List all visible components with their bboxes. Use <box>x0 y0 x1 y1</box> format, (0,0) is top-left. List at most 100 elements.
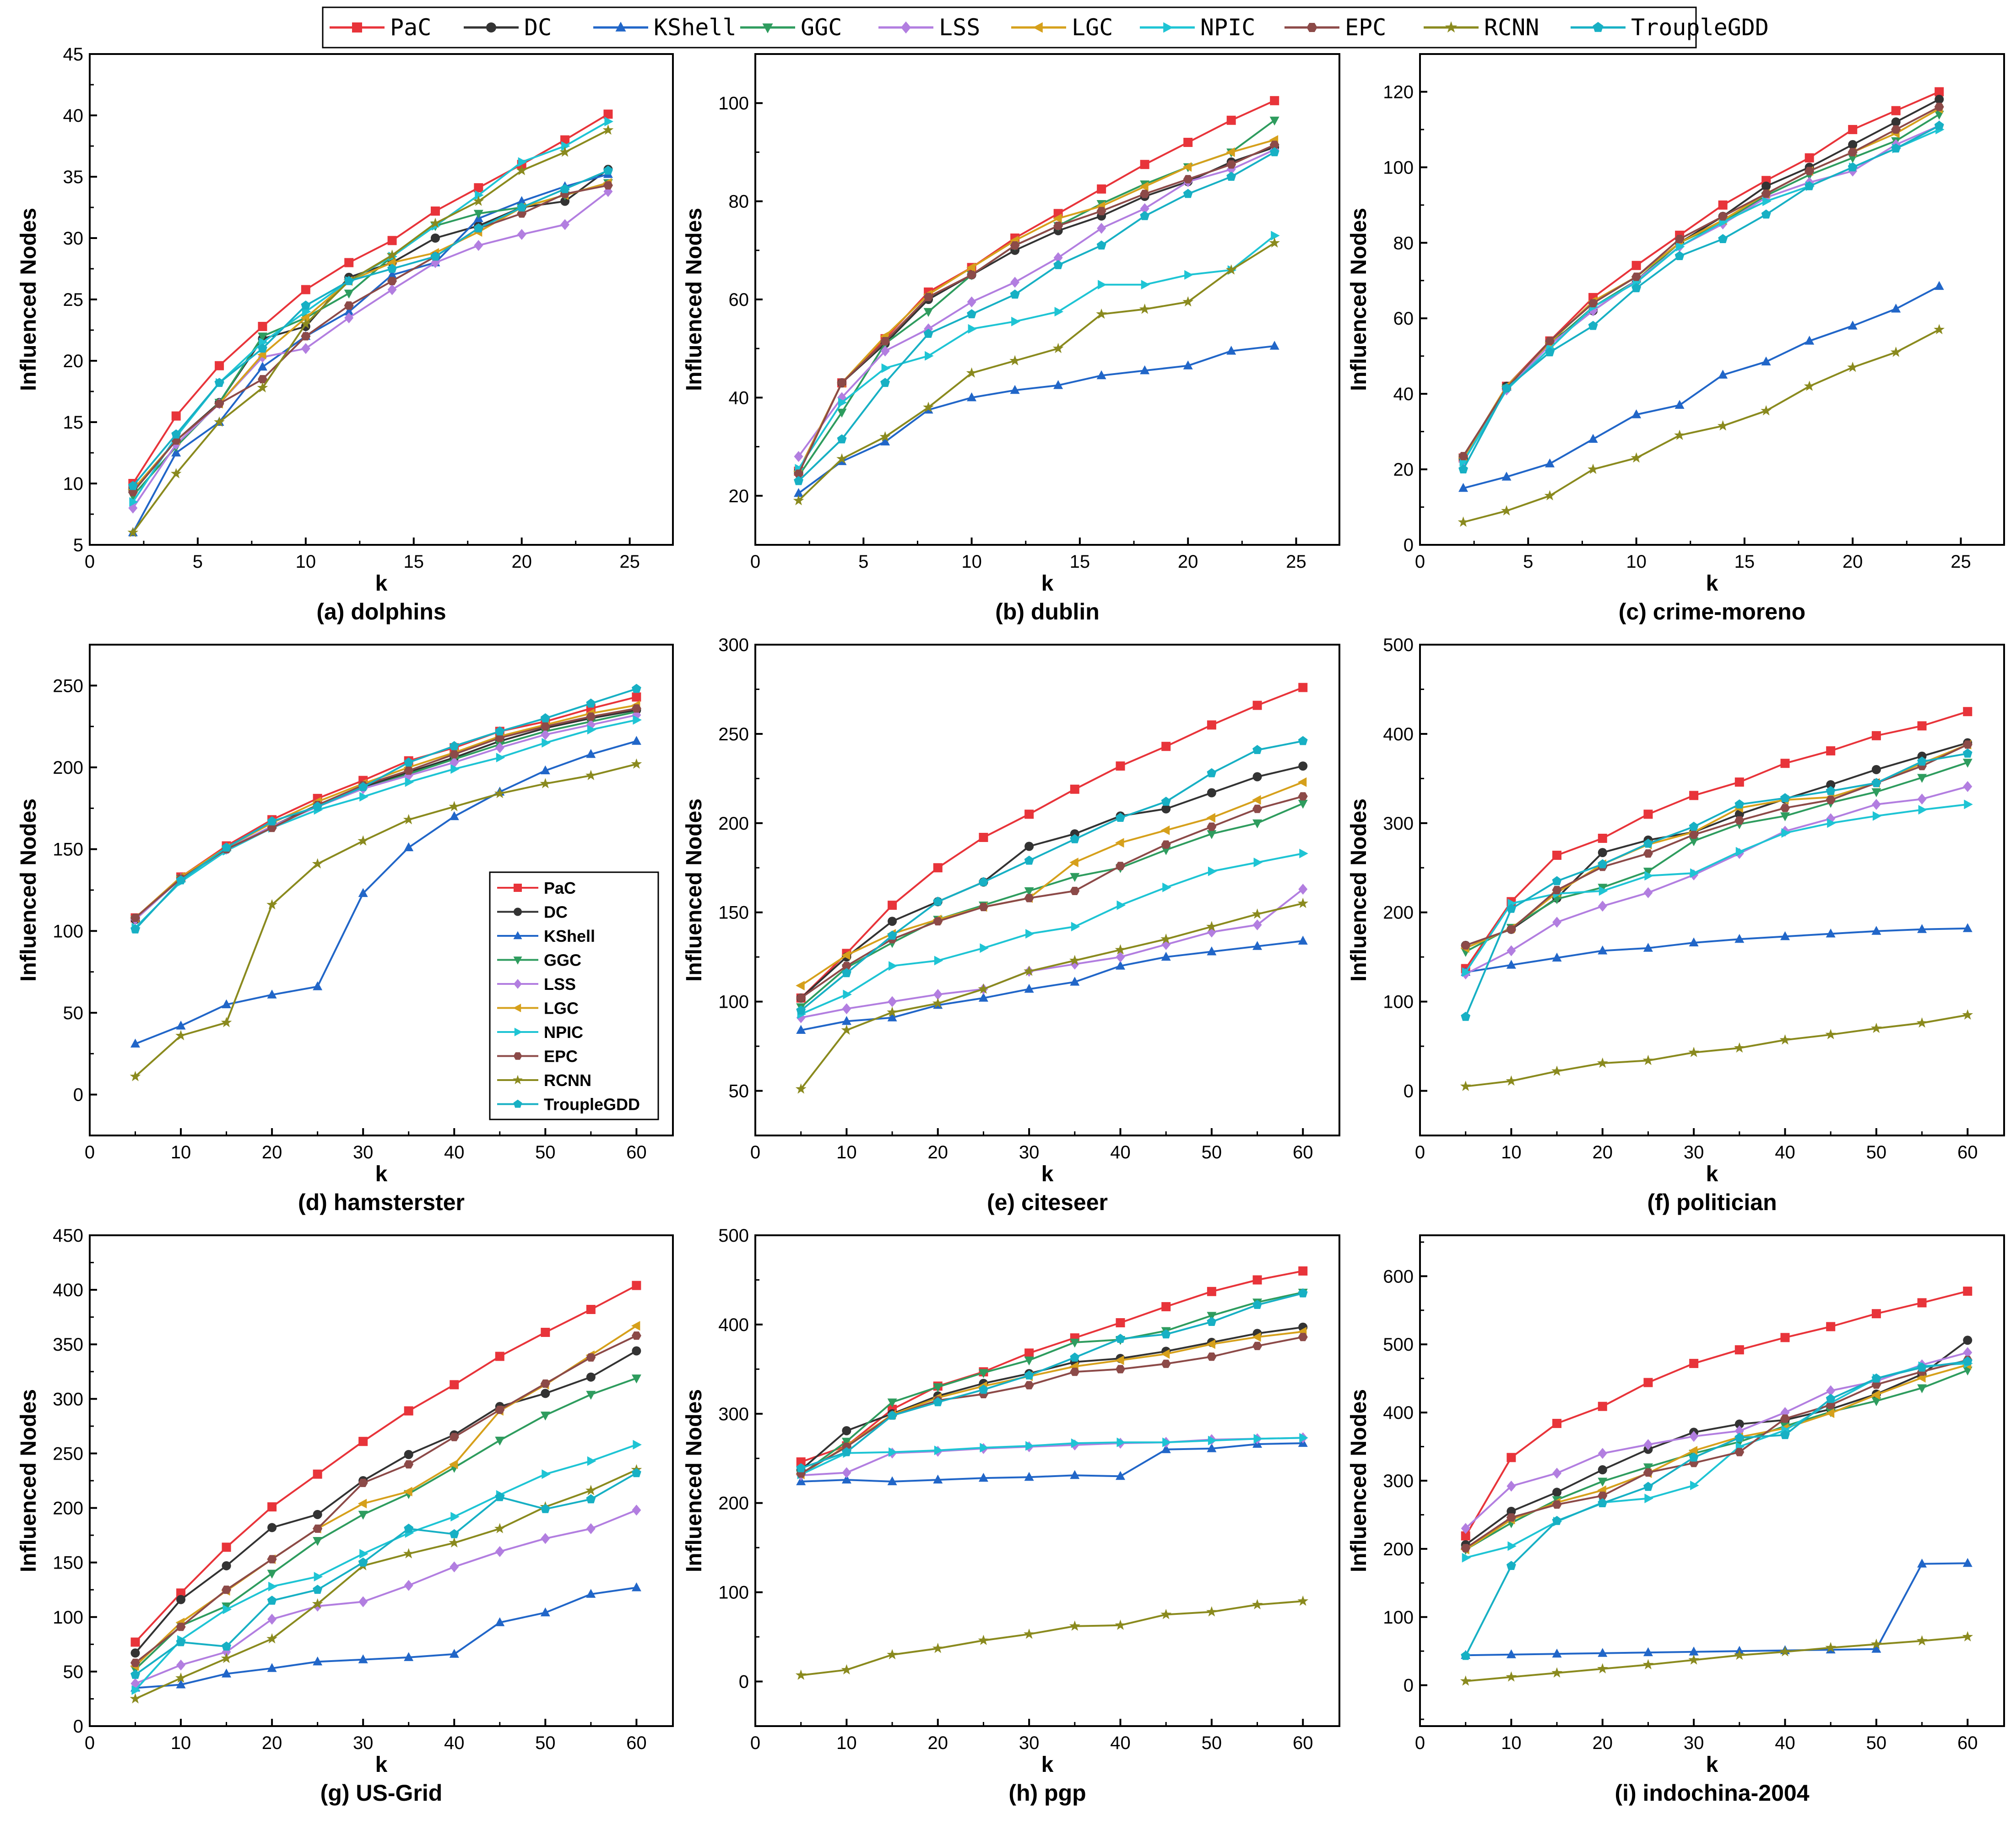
data-point-trouplegdd <box>1116 1334 1125 1343</box>
data-point-dc <box>541 1389 550 1398</box>
data-point-npic <box>1208 1435 1217 1445</box>
data-point-epc <box>1116 1365 1125 1374</box>
data-point-dc <box>1848 140 1858 149</box>
data-point-trouplegdd <box>837 434 847 444</box>
data-point-kshell <box>1501 472 1512 481</box>
data-point-epc <box>258 375 267 384</box>
data-point-kshell <box>1161 1444 1171 1453</box>
data-point-epc <box>130 1658 140 1667</box>
data-point-ggc <box>923 308 933 317</box>
legend-label-kshell: KShell <box>654 14 737 41</box>
inset-legend-marker-dc <box>514 907 522 916</box>
data-point-npic <box>604 116 613 126</box>
data-point-epc <box>404 1460 414 1469</box>
data-point-rcnn <box>1024 965 1035 976</box>
x-tick-label: 0 <box>750 1142 760 1162</box>
x-tick-label: 25 <box>619 552 640 572</box>
y-axis-label: Influenced Nodes <box>682 208 706 391</box>
legend-marker-epc <box>1306 23 1317 32</box>
data-point-kshell <box>358 888 368 897</box>
data-point-epc <box>1643 1468 1653 1477</box>
data-point-lgc <box>841 950 851 960</box>
data-point-ggc <box>1780 812 1790 821</box>
data-point-trouplegdd <box>1826 1394 1836 1403</box>
data-point-trouplegdd <box>1552 876 1562 885</box>
x-tick-label: 30 <box>1019 1142 1040 1162</box>
data-point-kshell <box>1598 1648 1608 1657</box>
data-point-pac <box>1252 1275 1262 1285</box>
data-point-rcnn <box>494 1523 505 1533</box>
data-point-lss <box>1097 223 1106 234</box>
data-point-rcnn <box>516 165 527 175</box>
data-point-epc <box>344 301 354 310</box>
inset-legend-label-trouplegdd: TroupleGDD <box>544 1095 640 1114</box>
data-point-lss <box>933 989 943 1000</box>
series-line-epc <box>1465 1359 1968 1549</box>
data-point-trouplegdd <box>176 875 186 885</box>
data-point-lss <box>1643 1439 1653 1450</box>
data-point-kshell <box>887 1012 897 1021</box>
data-point-trouplegdd <box>301 300 311 310</box>
data-point-lgc <box>358 1499 367 1509</box>
data-point-ggc <box>344 289 354 299</box>
data-point-rcnn <box>358 835 369 846</box>
data-point-trouplegdd <box>1252 745 1262 754</box>
legend-label-ggc: GGC <box>801 14 842 41</box>
data-point-rcnn <box>1024 1628 1035 1639</box>
x-axis-label: k <box>1041 571 1054 596</box>
data-point-rcnn <box>1871 1022 1882 1033</box>
series-line-epc <box>1462 106 1940 457</box>
data-point-rcnn <box>923 402 934 412</box>
data-point-rcnn <box>1734 1649 1745 1660</box>
x-axis-label: k <box>1706 1162 1718 1186</box>
data-point-npic <box>475 190 484 200</box>
data-point-pac <box>1963 1287 1973 1296</box>
data-point-rcnn <box>449 1537 460 1548</box>
data-point-epc <box>267 1555 277 1564</box>
data-point-epc <box>540 1379 550 1388</box>
data-point-trouplegdd <box>387 264 397 273</box>
series-line-kshell <box>801 1442 1303 1483</box>
data-point-epc <box>1053 222 1063 230</box>
data-point-epc <box>1805 167 1815 175</box>
x-axis-label: k <box>1706 571 1718 596</box>
x-tick-label: 5 <box>858 552 868 572</box>
series-line-pac <box>132 113 609 484</box>
data-point-epc <box>1734 1448 1745 1456</box>
x-axis-label: k <box>375 571 388 596</box>
data-point-epc <box>495 1406 505 1414</box>
data-point-epc <box>1934 103 1944 111</box>
series-line-kshell <box>1465 927 1968 973</box>
legend-marker-npic <box>1163 22 1173 33</box>
data-point-epc <box>1718 212 1728 221</box>
data-point-lss <box>541 1533 550 1544</box>
x-tick-label: 15 <box>1070 552 1090 572</box>
x-tick-label: 5 <box>193 552 203 572</box>
series-trouplegdd <box>794 147 1279 485</box>
y-tick-label: 40 <box>63 106 84 126</box>
data-point-rcnn <box>1871 1638 1882 1649</box>
data-point-npic <box>968 324 977 334</box>
series-line-rcnn <box>135 1469 637 1700</box>
series-line-npic <box>800 1437 1303 1476</box>
data-point-pac <box>632 1281 641 1290</box>
series-line-npic <box>135 719 637 929</box>
data-point-trouplegdd <box>1826 786 1836 795</box>
series-line-trouplegdd <box>1464 1360 1968 1657</box>
data-point-kshell <box>586 749 596 758</box>
legend-label-lgc: LGC <box>1072 14 1113 41</box>
data-point-rcnn <box>1506 1075 1517 1086</box>
legend-label-lss: LSS <box>939 14 980 41</box>
data-point-rcnn <box>1052 342 1064 353</box>
data-point-lss <box>1963 781 1973 792</box>
data-point-lgc <box>449 1459 458 1469</box>
data-point-dc <box>1024 842 1034 851</box>
series-line-ggc <box>800 803 1304 1008</box>
data-point-epc <box>222 1586 232 1594</box>
data-point-pac <box>344 258 354 267</box>
data-point-npic <box>1184 270 1193 280</box>
panel-title: (e) citeseer <box>987 1190 1108 1215</box>
data-point-ggc <box>586 1390 596 1400</box>
data-point-ggc <box>887 1398 897 1407</box>
